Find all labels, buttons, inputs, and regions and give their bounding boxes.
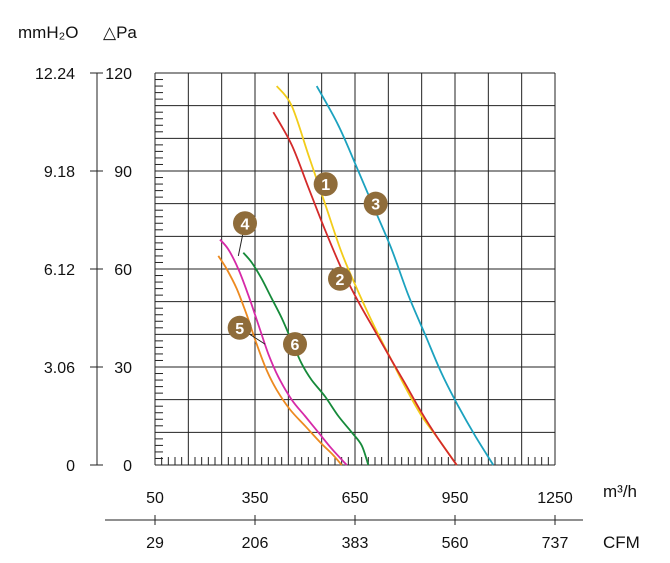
series-badge-5 [227,315,252,340]
series-badge-1 [313,172,338,197]
series-line-1 [275,85,458,466]
series-badge-6 [283,332,307,357]
x-tick-label-m3h: 50 [146,490,164,507]
y-unit-mmh2o: mmH₂O [18,23,78,42]
x-unit-m3h: m³/h [603,482,637,501]
plot-grid [154,72,556,466]
series-badges: 1 2 3 4 5 6 [227,172,388,357]
series-badge-label-2: 2 [336,272,345,289]
x-tick-label-m3h: 350 [242,490,269,507]
series-line-4 [219,238,348,466]
x-tick-label-cfm: 737 [542,535,569,552]
minor-ticks [155,79,549,465]
series-badge-2 [328,266,352,291]
series-badge-label-1: 1 [321,177,330,194]
x-tick-label-cfm: 560 [442,535,469,552]
y-tick-label-pa: 30 [114,360,132,377]
axes [90,72,583,525]
series-badge-label-6: 6 [291,337,300,354]
series-badge-label-5: 5 [235,321,244,338]
y-tick-label-pa: 120 [105,66,132,83]
y-tick-label-pa: 90 [114,164,132,181]
series-badge-4 [233,211,257,236]
series-lines [217,85,495,466]
y-tick-label-pa: 0 [123,458,132,475]
y-tick-label-pa: 60 [114,262,132,279]
y-unit-pa: △Pa [103,23,137,42]
x-tick-label-cfm: 383 [342,535,369,552]
series-badge-label-3: 3 [371,197,380,214]
x-tick-label-cfm: 206 [242,535,269,552]
y-tick-label-mmh2o: 0 [66,458,75,475]
x-tick-label-m3h: 1250 [537,490,573,507]
y-tick-label-mmh2o: 12.24 [35,66,75,83]
x-tick-label-cfm: 29 [146,535,164,552]
x-tick-label-m3h: 650 [342,490,369,507]
x-unit-cfm: CFM [603,533,640,552]
series-line-2 [272,111,458,466]
series-badge-label-4: 4 [241,216,250,233]
x-tick-label-m3h: 950 [442,490,469,507]
y-tick-label-mmh2o: 6.12 [44,262,75,279]
y-tick-label-mmh2o: 3.06 [44,360,75,377]
y-tick-label-mmh2o: 9.18 [44,164,75,181]
series-line-3 [315,85,495,466]
series-badge-3 [363,191,388,216]
series-line-6 [242,252,370,466]
series-line-5 [217,255,343,466]
